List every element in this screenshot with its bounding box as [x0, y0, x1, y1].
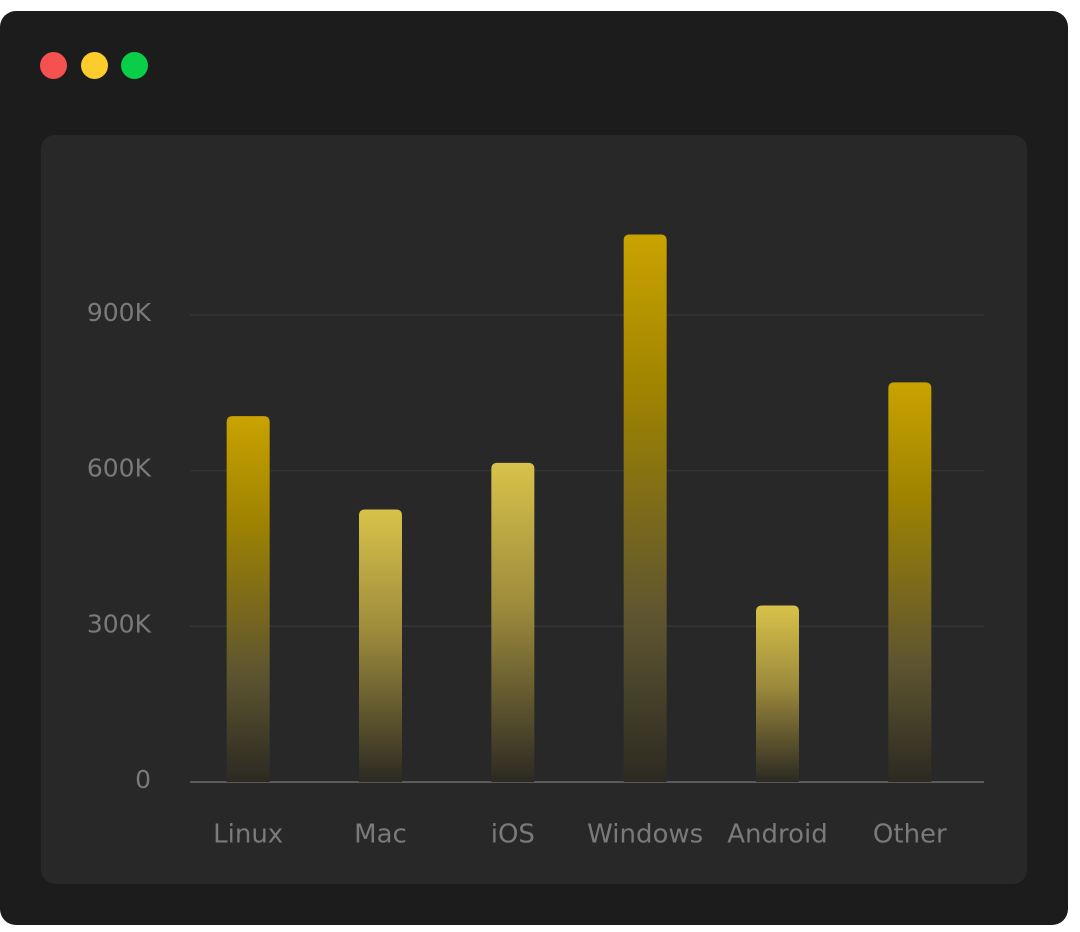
- x-category-label: Android: [727, 820, 828, 850]
- bar-ios: [491, 462, 535, 782]
- x-category-label: Linux: [213, 820, 283, 850]
- bar-chart: 0 300K 600K 900K Linux Mac iOS Windows Android Ot…: [87, 234, 984, 850]
- y-tick-label: 0: [135, 765, 151, 794]
- y-tick-label: 900K: [87, 298, 152, 327]
- y-tick-label: 600K: [87, 454, 152, 483]
- x-category-label: iOS: [491, 820, 535, 850]
- y-tick-label: 300K: [87, 609, 152, 638]
- app-window: 0 300K 600K 900K Linux Mac iOS Windows Android Ot…: [0, 11, 1068, 925]
- maximize-window-button[interactable]: [121, 52, 148, 79]
- bar-android: [756, 605, 799, 782]
- x-category-label: Mac: [354, 820, 407, 850]
- minimize-window-button[interactable]: [81, 52, 108, 79]
- x-category-label: Other: [873, 820, 947, 850]
- bar-mac: [359, 509, 402, 782]
- x-category-label: Windows: [587, 820, 703, 850]
- bar-other: [888, 382, 932, 782]
- bar-linux: [226, 416, 270, 782]
- close-window-button[interactable]: [40, 52, 67, 79]
- bar-windows: [623, 234, 667, 782]
- chart-panel: 0 300K 600K 900K Linux Mac iOS Windows Android Ot…: [41, 135, 1027, 884]
